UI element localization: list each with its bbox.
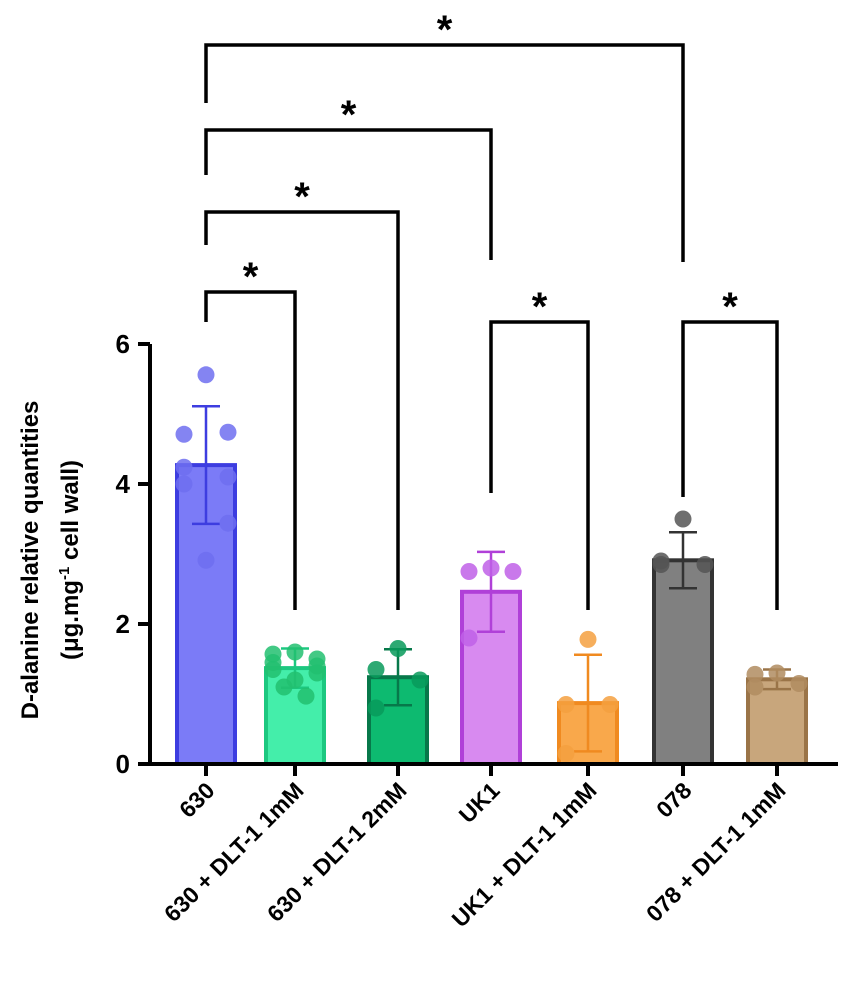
- data-point: [308, 664, 326, 682]
- x-tick-label: UK1: [454, 777, 505, 828]
- data-point: [219, 423, 237, 441]
- data-point: [768, 664, 786, 682]
- data-point: [746, 678, 764, 696]
- data-point: [175, 458, 193, 476]
- y-label-sup: -1: [56, 567, 73, 580]
- data-point: [504, 563, 522, 580]
- significance-bracket: [204, 128, 493, 260]
- significance-label: *: [532, 285, 548, 329]
- data-point: [367, 699, 385, 717]
- significance-label: *: [722, 285, 738, 329]
- data-point: [460, 629, 478, 647]
- significance-bracket: [681, 320, 779, 610]
- data-point: [389, 640, 407, 657]
- y-tick-label: 6: [116, 329, 130, 359]
- data-point: [601, 696, 619, 713]
- y-tick-label: 2: [116, 609, 130, 639]
- data-point: [652, 556, 670, 573]
- data-point: [286, 643, 304, 661]
- significance-bracket: [204, 290, 297, 610]
- data-point: [275, 678, 293, 696]
- significance-label: *: [341, 93, 357, 137]
- data-point: [197, 366, 215, 384]
- y-axis-label-line2: (μg.mg-1 cell wall): [56, 460, 84, 660]
- data-point: [197, 551, 215, 569]
- data-point: [175, 425, 193, 443]
- data-point: [460, 563, 478, 580]
- data-point: [696, 556, 714, 573]
- data-point: [219, 514, 237, 532]
- data-point: [264, 661, 282, 678]
- y-label-part: (μg.mg: [57, 580, 84, 660]
- data-point: [557, 696, 575, 713]
- y-axis-label: D-alanine relative quantities: [17, 401, 44, 720]
- significance-bracket: [204, 43, 685, 262]
- data-point: [790, 675, 808, 692]
- data-point: [219, 468, 237, 486]
- significance-label: *: [243, 255, 259, 299]
- data-point: [746, 665, 764, 683]
- y-label-part: cell wall): [57, 460, 84, 567]
- data-point: [411, 671, 429, 689]
- y-tick-label: 4: [116, 469, 131, 499]
- data-point: [674, 510, 692, 528]
- data-point: [579, 630, 597, 648]
- x-tick-label: 078: [651, 777, 697, 823]
- significance-label: *: [437, 8, 453, 52]
- y-tick-label: 0: [116, 749, 130, 779]
- x-tick-label: 630: [174, 777, 220, 823]
- data-point: [297, 687, 315, 705]
- data-point: [367, 661, 385, 678]
- data-point: [175, 475, 193, 493]
- bar: [652, 558, 714, 766]
- significance-bracket: [489, 320, 590, 610]
- significance-bracket: [204, 210, 400, 610]
- significance-label: *: [294, 175, 310, 219]
- data-point: [482, 559, 500, 577]
- data-point: [557, 745, 575, 762]
